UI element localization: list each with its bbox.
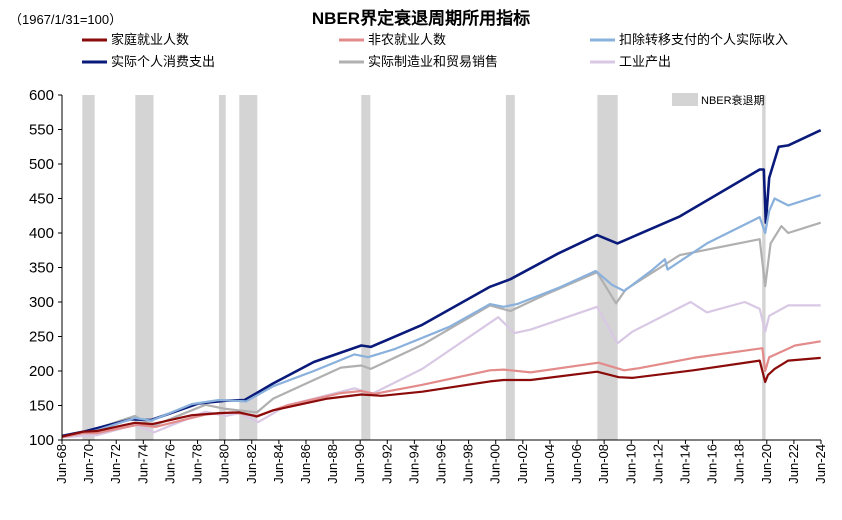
x-tick-label: Jun-04 xyxy=(542,444,557,484)
legend-label-1: 家庭就业人数 xyxy=(111,32,189,47)
series-line-6 xyxy=(61,300,821,439)
recession-legend-label: NBER衰退期 xyxy=(701,93,765,107)
recession-band-1 xyxy=(82,95,95,440)
recession-band-5 xyxy=(361,95,371,440)
legend-label-5: 实际制造业和贸易销售 xyxy=(368,54,498,69)
x-tick-label: Jun-24 xyxy=(813,444,828,484)
chart-title: NBER界定衰退周期所用指标 xyxy=(312,8,530,28)
y-tick-label: 400 xyxy=(29,225,54,242)
recession-legend: NBER衰退期 xyxy=(672,93,765,107)
series-line-2 xyxy=(61,340,821,439)
y-tick-label: 350 xyxy=(29,260,54,277)
x-tick-label: Jun-96 xyxy=(434,444,449,484)
legend-label-2: 非农就业人数 xyxy=(368,32,446,47)
legend-label-6: 工业产出 xyxy=(619,54,671,69)
x-tick-label: Jun-80 xyxy=(217,444,232,484)
x-tick-label: Jun-70 xyxy=(81,444,96,484)
x-tick-label: Jun-88 xyxy=(325,444,340,484)
x-tick-label: Jun-90 xyxy=(352,444,367,484)
x-tick-label: Jun-78 xyxy=(190,444,205,484)
y-tick-label: 600 xyxy=(29,87,54,104)
series-line-3 xyxy=(61,194,822,438)
y-tick-label: 500 xyxy=(29,156,54,173)
x-tick-label: Jun-14 xyxy=(677,444,692,484)
x-tick-label: Jun-92 xyxy=(379,444,394,484)
legend-label-4: 实际个人消费支出 xyxy=(111,54,215,69)
x-tick-label: Jun-12 xyxy=(650,444,665,484)
y-tick-label: 550 xyxy=(29,122,54,139)
x-tick-label: Jun-16 xyxy=(705,444,720,484)
x-tick-label: Jun-22 xyxy=(786,444,801,484)
x-tick-label: Jun-68 xyxy=(54,444,69,484)
x-tick-label: Jun-94 xyxy=(406,444,421,484)
recession-band-6 xyxy=(505,95,515,440)
x-tick-label: Jun-00 xyxy=(488,444,503,484)
base-note: （1967/1/31=100） xyxy=(9,12,122,27)
x-tick-label: Jun-74 xyxy=(135,444,150,484)
x-tick-label: Jun-06 xyxy=(569,444,584,484)
y-tick-label: 300 xyxy=(29,294,54,311)
x-tick-label: Jun-76 xyxy=(162,444,177,484)
x-tick-label: Jun-18 xyxy=(732,444,747,484)
y-tick-label: 100 xyxy=(29,432,54,449)
x-tick-label: Jun-98 xyxy=(461,444,476,484)
series-line-5 xyxy=(61,221,822,437)
recession-shading xyxy=(82,95,766,440)
recession-band-7 xyxy=(597,95,618,440)
x-tick-label: Jun-08 xyxy=(596,444,611,484)
y-tick-label: 200 xyxy=(29,363,54,380)
y-tick-label: 150 xyxy=(29,398,54,415)
series-line-4 xyxy=(61,129,822,438)
x-tick-label: Jun-20 xyxy=(759,444,774,484)
x-tick-label: Jun-72 xyxy=(108,444,123,484)
legend-label-3: 扣除转移支付的个人实际收入 xyxy=(619,32,788,47)
x-tick-label: Jun-10 xyxy=(623,444,638,484)
x-tick-label: Jun-84 xyxy=(271,444,286,484)
recession-band-4 xyxy=(239,95,258,440)
recession-band-3 xyxy=(218,95,226,440)
y-tick-label: 450 xyxy=(29,191,54,208)
recession-legend-swatch xyxy=(672,93,698,106)
series-line-1 xyxy=(61,356,821,438)
x-tick-label: Jun-02 xyxy=(515,444,530,484)
recession-band-2 xyxy=(135,95,154,440)
axes: 100 150 200 250 300 350 400 450 500 550 600 Jun-68 J… xyxy=(29,87,828,484)
x-tick-label: Jun-82 xyxy=(244,444,259,484)
series-lines xyxy=(61,129,822,439)
y-tick-label: 250 xyxy=(29,329,54,346)
x-tick-label: Jun-86 xyxy=(298,444,313,484)
